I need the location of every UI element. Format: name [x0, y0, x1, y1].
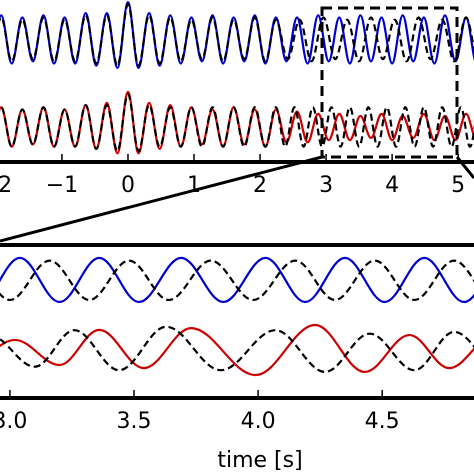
signal-line	[0, 90, 474, 155]
x-tick-label: 4	[385, 173, 399, 198]
x-axis-label: time [s]	[217, 448, 302, 473]
signal-line	[0, 1, 474, 69]
plot-area	[0, 256, 474, 377]
x-tick-label: 3.5	[117, 409, 152, 434]
x-tick-label: 2	[253, 173, 267, 198]
x-tick-label: 4.5	[365, 409, 400, 434]
signal-line	[0, 3, 474, 67]
zoom-line	[0, 155, 323, 243]
zoom-line	[455, 156, 474, 179]
signal-line	[0, 325, 474, 374]
x-tick-label: 4.0	[241, 409, 276, 434]
x-tick-label: −2	[0, 173, 12, 198]
plot-area	[0, 1, 474, 155]
signal-line	[0, 93, 474, 153]
x-tick-label: 3	[319, 173, 333, 198]
signal-line	[0, 259, 474, 302]
zoom-box	[320, 6, 459, 159]
signal-line	[0, 256, 474, 304]
x-tick-label: 3.0	[0, 409, 27, 434]
x-tick-label: 1	[187, 173, 201, 198]
signal-line	[0, 323, 474, 377]
x-tick-label: −1	[46, 173, 78, 198]
x-tick-label: 5	[451, 173, 465, 198]
x-tick-label: 0	[121, 173, 135, 198]
